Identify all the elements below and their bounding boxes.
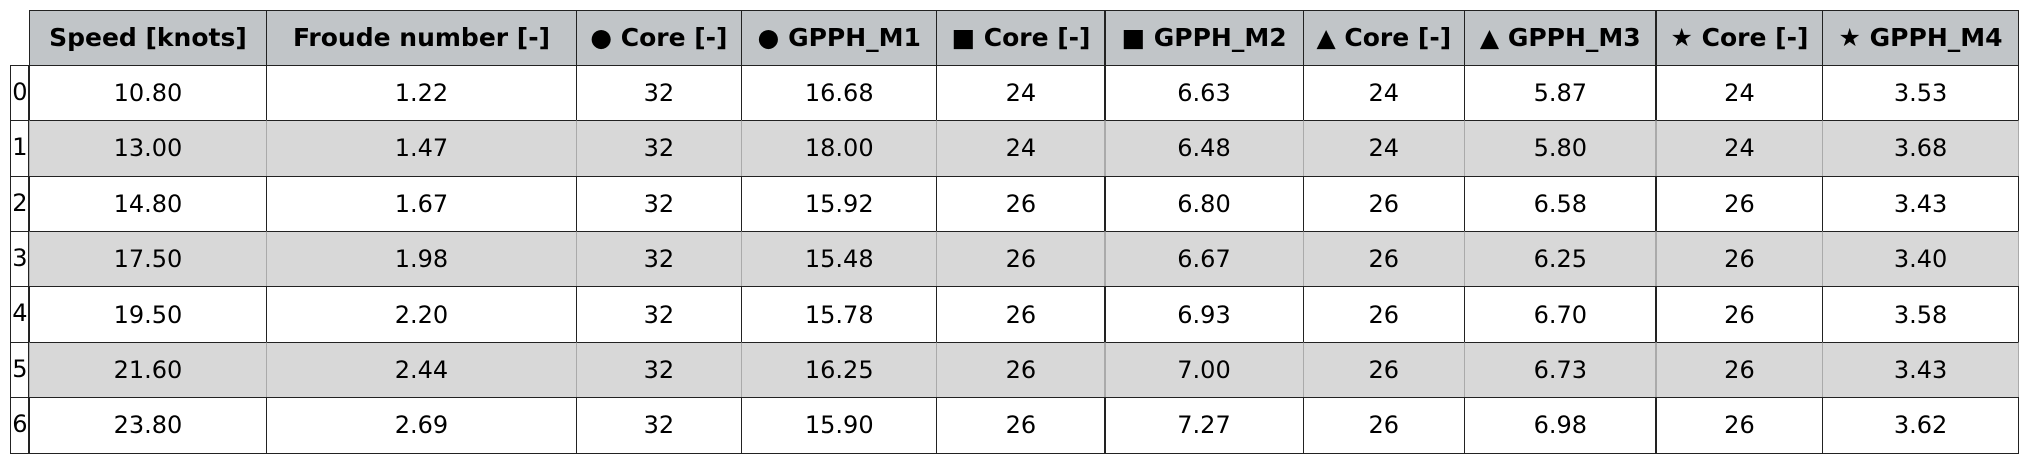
table-cell: 32 [575, 64, 743, 122]
table-cell: 7.00 [1104, 341, 1304, 399]
column-header: ● GPPH_M1 [741, 10, 938, 66]
row-index: 6 [10, 397, 30, 454]
table-cell: 26 [936, 230, 1106, 288]
table-cell: 1.47 [266, 120, 577, 177]
table-cell: 15.90 [741, 397, 938, 454]
table-cell: 24 [1302, 120, 1466, 177]
table-cell: 5.87 [1464, 64, 1657, 122]
table-cell: 6.25 [1464, 230, 1657, 288]
table-cell: 24 [1655, 120, 1824, 177]
table-cell: 32 [575, 397, 743, 454]
table-cell: 26 [1655, 230, 1824, 288]
table-cell: 26 [936, 341, 1106, 399]
table-cell: 24 [1302, 64, 1466, 122]
table-cell: 26 [1302, 230, 1466, 288]
table-cell: 1.67 [266, 175, 577, 232]
row-index: 3 [10, 230, 30, 288]
table-cell: 6.58 [1464, 175, 1657, 232]
column-header: ▲ GPPH_M3 [1464, 10, 1657, 66]
table-cell: 32 [575, 230, 743, 288]
table-cell: 1.22 [266, 64, 577, 122]
table-cell: 26 [1302, 175, 1466, 232]
table-cell: 26 [1655, 341, 1824, 399]
row-index: 5 [10, 341, 30, 399]
column-header: ■ GPPH_M2 [1104, 10, 1304, 66]
table-cell: 6.70 [1464, 286, 1657, 343]
table-cell: 23.80 [28, 397, 268, 454]
table-cell: 24 [936, 64, 1106, 122]
table-cell: 3.68 [1822, 120, 2019, 177]
table-cell: 5.80 [1464, 120, 1657, 177]
table-cell: 3.43 [1822, 341, 2019, 399]
table-cell: 24 [1655, 64, 1824, 122]
table-cell: 3.40 [1822, 230, 2019, 288]
column-header: ■ Core [-] [936, 10, 1106, 66]
column-header: ● Core [-] [575, 10, 743, 66]
row-index: 0 [10, 64, 30, 122]
table-cell: 15.48 [741, 230, 938, 288]
row-index: 2 [10, 175, 30, 232]
table-cell: 17.50 [28, 230, 268, 288]
column-header: ★ Core [-] [1655, 10, 1824, 66]
table-cell: 3.43 [1822, 175, 2019, 232]
table-cell: 26 [936, 175, 1106, 232]
column-header: ★ GPPH_M4 [1822, 10, 2019, 66]
table-cell: 6.80 [1104, 175, 1304, 232]
table-cell: 32 [575, 286, 743, 343]
table-cell: 6.73 [1464, 341, 1657, 399]
table-cell: 1.98 [266, 230, 577, 288]
table-cell: 19.50 [28, 286, 268, 343]
table-cell: 14.80 [28, 175, 268, 232]
table-cell: 26 [936, 397, 1106, 454]
table-cell: 16.68 [741, 64, 938, 122]
row-index: 1 [10, 120, 30, 177]
table-cell: 15.78 [741, 286, 938, 343]
table-cell: 26 [1302, 397, 1466, 454]
table-cell: 16.25 [741, 341, 938, 399]
table-cell: 26 [1655, 175, 1824, 232]
table-cell: 10.80 [28, 64, 268, 122]
table-cell: 3.53 [1822, 64, 2019, 122]
table-cell: 6.67 [1104, 230, 1304, 288]
table-cell: 6.98 [1464, 397, 1657, 454]
table-cell: 24 [936, 120, 1106, 177]
table-cell: 15.92 [741, 175, 938, 232]
table-cell: 6.63 [1104, 64, 1304, 122]
table-cell: 13.00 [28, 120, 268, 177]
table-cell: 26 [1302, 286, 1466, 343]
table-cell: 2.44 [266, 341, 577, 399]
column-header: Speed [knots] [28, 10, 268, 66]
table-cell: 3.58 [1822, 286, 2019, 343]
table-cell: 21.60 [28, 341, 268, 399]
table-cell: 26 [936, 286, 1106, 343]
column-header: ▲ Core [-] [1302, 10, 1466, 66]
table-cell: 2.20 [266, 286, 577, 343]
row-index: 4 [10, 286, 30, 343]
table-cell: 7.27 [1104, 397, 1304, 454]
table-cell: 6.48 [1104, 120, 1304, 177]
column-header: Froude number [-] [266, 10, 577, 66]
table-cell: 26 [1655, 286, 1824, 343]
table-cell: 26 [1655, 397, 1824, 454]
table-cell: 26 [1302, 341, 1466, 399]
table-cell: 2.69 [266, 397, 577, 454]
table-cell: 32 [575, 175, 743, 232]
table-cell: 32 [575, 120, 743, 177]
table-cell: 6.93 [1104, 286, 1304, 343]
table-cell: 3.62 [1822, 397, 2019, 454]
table-cell: 32 [575, 341, 743, 399]
table-cell: 18.00 [741, 120, 938, 177]
